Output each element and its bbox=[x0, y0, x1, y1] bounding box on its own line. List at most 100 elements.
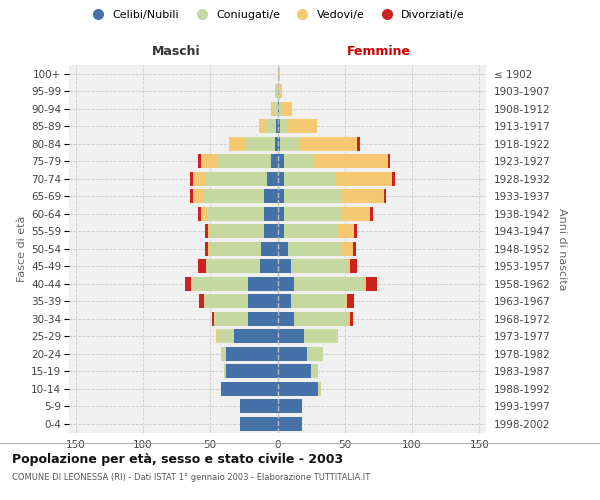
Bar bbox=[198, 260, 206, 273]
Bar bbox=[264, 190, 277, 203]
Bar bbox=[350, 312, 353, 326]
Bar bbox=[218, 330, 235, 343]
Text: COMUNE DI LEONESSA (RI) - Dati ISTAT 1° gennaio 2003 - Elaborazione TUTTITALIA.I: COMUNE DI LEONESSA (RI) - Dati ISTAT 1° … bbox=[12, 472, 370, 482]
Bar bbox=[284, 224, 338, 238]
Bar bbox=[284, 207, 341, 220]
Bar bbox=[259, 120, 265, 133]
Bar bbox=[214, 312, 248, 326]
Bar bbox=[345, 294, 347, 308]
Bar bbox=[307, 347, 323, 360]
Bar bbox=[221, 347, 226, 360]
Bar bbox=[277, 207, 284, 220]
Bar bbox=[193, 172, 206, 186]
Bar bbox=[301, 137, 357, 150]
Bar bbox=[276, 120, 277, 133]
Bar bbox=[277, 364, 311, 378]
Bar bbox=[277, 347, 307, 360]
Bar bbox=[198, 154, 201, 168]
Y-axis label: Anni di nascita: Anni di nascita bbox=[557, 208, 567, 290]
Bar bbox=[208, 224, 210, 238]
Bar bbox=[262, 242, 277, 256]
Bar bbox=[277, 137, 280, 150]
Bar bbox=[277, 190, 284, 203]
Bar bbox=[311, 364, 318, 378]
Bar bbox=[347, 260, 350, 273]
Bar bbox=[265, 120, 276, 133]
Bar bbox=[277, 294, 291, 308]
Bar bbox=[271, 154, 277, 168]
Bar bbox=[267, 172, 277, 186]
Bar bbox=[293, 312, 347, 326]
Bar bbox=[314, 154, 388, 168]
Bar bbox=[217, 154, 271, 168]
Bar bbox=[280, 137, 301, 150]
Bar bbox=[245, 137, 275, 150]
Bar bbox=[357, 137, 359, 150]
Bar bbox=[240, 417, 277, 430]
Bar bbox=[366, 277, 377, 290]
Bar bbox=[284, 154, 314, 168]
Bar bbox=[288, 242, 342, 256]
Bar bbox=[190, 190, 193, 203]
Bar bbox=[342, 242, 353, 256]
Bar bbox=[277, 417, 302, 430]
Bar bbox=[274, 102, 277, 116]
Bar bbox=[277, 330, 304, 343]
Bar bbox=[199, 294, 203, 308]
Bar bbox=[226, 364, 277, 378]
Bar bbox=[280, 120, 287, 133]
Bar bbox=[201, 154, 217, 168]
Bar bbox=[291, 294, 345, 308]
Y-axis label: Fasce di età: Fasce di età bbox=[17, 216, 27, 282]
Bar bbox=[185, 277, 191, 290]
Bar bbox=[284, 172, 335, 186]
Bar bbox=[276, 84, 277, 98]
Bar bbox=[191, 277, 248, 290]
Bar bbox=[277, 102, 279, 116]
Bar bbox=[335, 172, 392, 186]
Bar bbox=[212, 312, 214, 326]
Text: Popolazione per età, sesso e stato civile - 2003: Popolazione per età, sesso e stato civil… bbox=[12, 452, 343, 466]
Bar bbox=[291, 260, 347, 273]
Bar bbox=[215, 330, 218, 343]
Bar bbox=[206, 260, 260, 273]
Bar bbox=[203, 294, 248, 308]
Bar bbox=[264, 224, 277, 238]
Bar bbox=[281, 102, 292, 116]
Bar bbox=[193, 190, 203, 203]
Bar bbox=[275, 137, 277, 150]
Bar bbox=[347, 312, 350, 326]
Bar bbox=[277, 154, 284, 168]
Bar bbox=[190, 172, 193, 186]
Bar bbox=[221, 382, 277, 396]
Bar bbox=[353, 242, 356, 256]
Bar bbox=[260, 260, 277, 273]
Bar bbox=[388, 154, 391, 168]
Bar bbox=[198, 207, 201, 220]
Bar bbox=[277, 67, 280, 80]
Bar bbox=[354, 224, 357, 238]
Bar bbox=[318, 382, 320, 396]
Legend: Celibi/Nubili, Coniugati/e, Vedovi/e, Divorziati/e: Celibi/Nubili, Coniugati/e, Vedovi/e, Di… bbox=[83, 6, 469, 25]
Bar bbox=[277, 224, 284, 238]
Bar bbox=[264, 207, 277, 220]
Bar bbox=[384, 190, 386, 203]
Bar bbox=[338, 224, 354, 238]
Bar bbox=[226, 347, 277, 360]
Bar bbox=[205, 242, 208, 256]
Bar bbox=[392, 172, 395, 186]
Bar bbox=[347, 294, 354, 308]
Bar bbox=[287, 120, 317, 133]
Bar bbox=[248, 294, 277, 308]
Bar bbox=[208, 207, 264, 220]
Bar bbox=[279, 102, 281, 116]
Bar bbox=[201, 207, 208, 220]
Bar bbox=[277, 382, 318, 396]
Bar bbox=[208, 242, 210, 256]
Bar bbox=[235, 330, 277, 343]
Bar bbox=[277, 277, 293, 290]
Bar bbox=[341, 190, 384, 203]
Bar bbox=[293, 277, 364, 290]
Bar bbox=[277, 312, 293, 326]
Bar bbox=[304, 330, 338, 343]
